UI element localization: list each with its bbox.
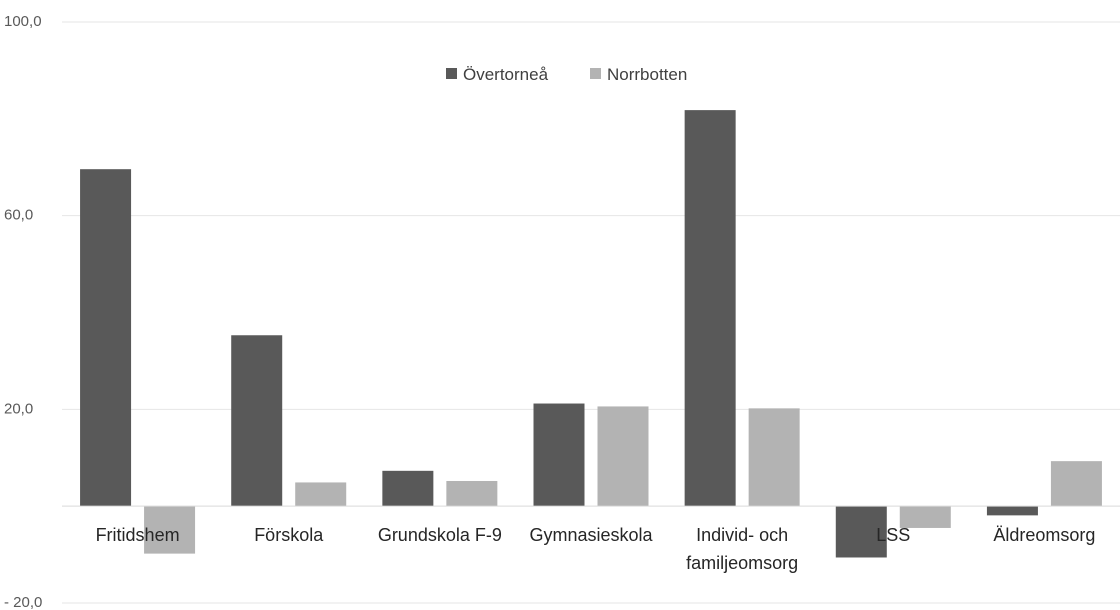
category-labels: Fritidshem Förskola Grundskola F-9 Gymnasie… bbox=[96, 525, 1096, 573]
y-axis-tick-labels: 100,0 60,0 20,0 - 20,0 bbox=[4, 13, 42, 610]
bar-norrbotten bbox=[899, 506, 951, 528]
category-label: Äldreomsorg bbox=[993, 525, 1095, 545]
category-label: Individ- och bbox=[696, 525, 788, 545]
bar-norrbotten bbox=[1050, 461, 1102, 507]
category-label: familjeomsorg bbox=[686, 553, 798, 573]
bar-norrbotten bbox=[597, 406, 649, 507]
y-tick-label: 20,0 bbox=[4, 400, 33, 417]
bar-norrbotten bbox=[295, 482, 347, 507]
category-label: Förskola bbox=[254, 525, 324, 545]
bar-overtornea bbox=[80, 169, 132, 507]
bar-overtornea bbox=[382, 470, 434, 507]
bar-norrbotten bbox=[144, 506, 196, 554]
bar-norrbotten bbox=[446, 480, 498, 507]
bar-overtornea bbox=[231, 335, 283, 507]
category-label: Fritidshem bbox=[96, 525, 180, 545]
category-label: Grundskola F-9 bbox=[378, 525, 502, 545]
gridlines bbox=[62, 21, 1120, 604]
legend-label: Norrbotten bbox=[607, 65, 687, 84]
bars bbox=[80, 110, 1102, 558]
bar-norrbotten bbox=[748, 408, 800, 507]
bar-overtornea bbox=[533, 403, 585, 507]
legend-swatch bbox=[446, 68, 457, 79]
y-tick-label: - 20,0 bbox=[4, 594, 42, 610]
legend-swatch bbox=[590, 68, 601, 79]
bar-overtornea bbox=[986, 506, 1038, 516]
legend-label: Övertorneå bbox=[463, 65, 549, 84]
bar-overtornea bbox=[835, 506, 887, 558]
category-label: LSS bbox=[876, 525, 910, 545]
y-tick-label: 60,0 bbox=[4, 207, 33, 224]
bar-overtornea bbox=[684, 110, 736, 507]
legend: Övertorneå Norrbotten bbox=[446, 65, 687, 84]
category-label: Gymnasieskola bbox=[529, 525, 653, 545]
y-tick-label: 100,0 bbox=[4, 13, 42, 30]
